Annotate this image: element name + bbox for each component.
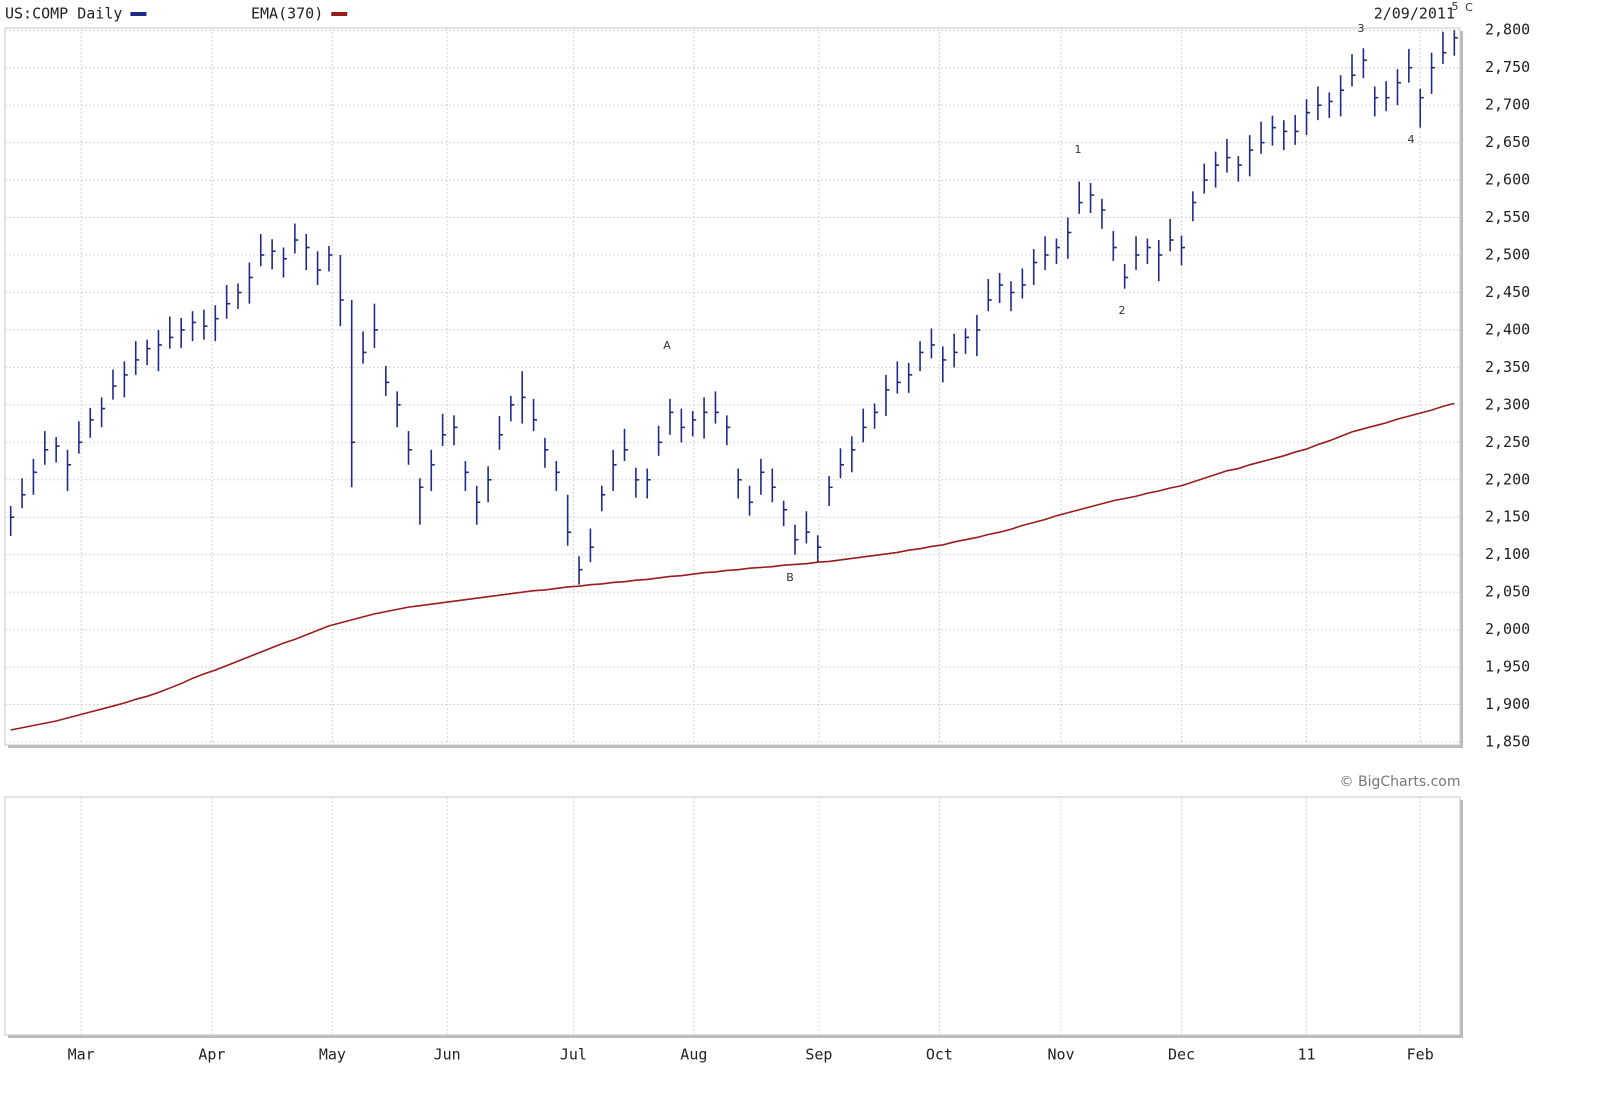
y-tick-label: 1,850 <box>1485 733 1530 751</box>
lower-panel <box>4 796 1461 1036</box>
legend-swatch <box>331 12 348 16</box>
legend-label: EMA(370) <box>251 5 323 23</box>
x-tick-label: Aug <box>680 1046 707 1064</box>
x-tick-label: 11 <box>1298 1046 1316 1064</box>
x-tick-label: Oct <box>926 1046 953 1064</box>
y-tick-label: 2,350 <box>1485 358 1530 376</box>
annotation: 3 <box>1358 22 1365 35</box>
y-tick-label: 2,200 <box>1485 470 1530 488</box>
y-tick-label: 2,500 <box>1485 246 1530 264</box>
annotation: 2 <box>1119 304 1126 317</box>
y-tick-label: 2,000 <box>1485 620 1530 638</box>
x-tick-label: Nov <box>1047 1046 1074 1064</box>
annotation: © BigCharts.com <box>1340 774 1461 790</box>
legend-label: US:COMP Daily <box>5 5 122 23</box>
x-tick-label: Mar <box>68 1046 95 1064</box>
x-tick-label: Sep <box>805 1046 832 1064</box>
annotation: B <box>786 571 794 584</box>
annotation: C <box>1465 1 1473 14</box>
y-tick-label: 2,150 <box>1485 508 1530 526</box>
y-tick-label: 2,700 <box>1485 96 1530 114</box>
x-tick-label: Dec <box>1168 1046 1195 1064</box>
y-tick-label: 2,400 <box>1485 320 1530 338</box>
y-tick-label: 2,050 <box>1485 583 1530 601</box>
x-tick-label: Jun <box>434 1046 461 1064</box>
y-tick-label: 2,250 <box>1485 433 1530 451</box>
x-tick-label: Feb <box>1407 1046 1434 1064</box>
y-tick-label: 2,550 <box>1485 208 1530 226</box>
legend-swatch <box>130 12 147 16</box>
y-tick-label: 2,100 <box>1485 545 1530 563</box>
annotation: 1 <box>1075 143 1082 156</box>
y-tick-label: 2,800 <box>1485 21 1530 39</box>
date-label: 2/09/2011 <box>1374 5 1455 23</box>
y-tick-label: 2,450 <box>1485 283 1530 301</box>
ema-line <box>10 402 1455 731</box>
annotation: A <box>663 339 671 352</box>
price-panel <box>4 27 1461 746</box>
y-tick-label: 2,300 <box>1485 395 1530 413</box>
y-tick-label: 2,750 <box>1485 58 1530 76</box>
y-tick-label: 1,950 <box>1485 658 1530 676</box>
annotation: 4 <box>1408 133 1415 146</box>
x-tick-label: May <box>319 1046 346 1064</box>
annotation: 5 <box>1452 0 1459 13</box>
x-tick-label: Apr <box>198 1046 225 1064</box>
y-tick-label: 2,600 <box>1485 171 1530 189</box>
y-tick-label: 1,900 <box>1485 695 1530 713</box>
x-tick-label: Jul <box>560 1046 587 1064</box>
y-tick-label: 2,650 <box>1485 133 1530 151</box>
